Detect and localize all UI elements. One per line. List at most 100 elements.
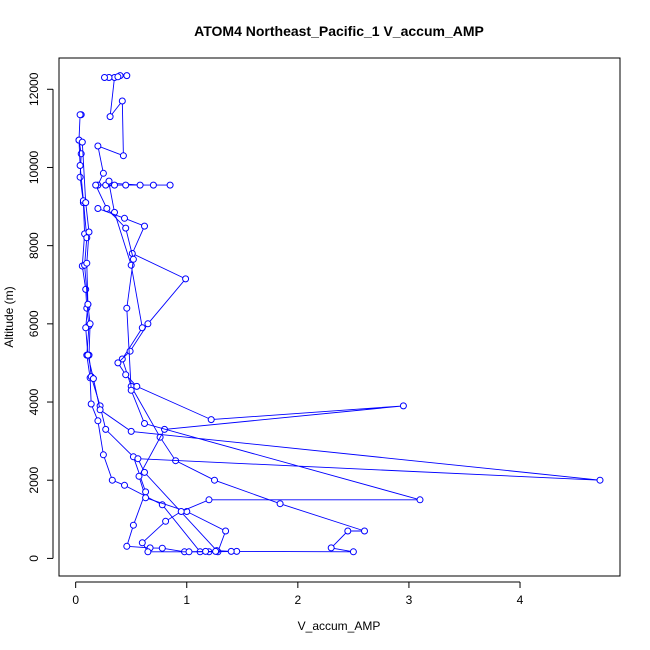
x-tick-label: 1 [183,593,190,607]
data-series [78,138,604,556]
data-point [596,476,604,484]
data-point [76,111,84,119]
data-point [84,351,92,359]
data-point [76,173,84,181]
data-point [126,347,134,355]
data-point [134,455,142,463]
data-point [105,177,113,185]
y-tick-label: 2000 [27,467,41,494]
data-point [101,74,108,81]
y-axis-label: Altitude (m) [2,286,16,347]
data-point [102,425,110,433]
data-point [205,496,213,504]
data-point [141,468,148,476]
data-point [114,359,122,367]
data-point [123,72,131,80]
data-point [211,476,218,484]
data-point [122,371,130,379]
x-axis-label: V_accum_AMP [298,619,381,633]
data-point [202,547,210,555]
chart-title: ATOM4 Northeast_Pacific_1 V_accum_AMP [194,23,484,39]
data-point [212,547,220,555]
data-point [121,214,128,222]
data-point [106,113,114,121]
data-point [127,427,135,435]
data-point [141,222,148,230]
data-point [119,152,127,160]
data-point [122,224,130,232]
data-point [133,382,141,390]
y-tick-label: 4000 [27,388,41,415]
data-point [136,181,144,189]
data-point [327,544,335,552]
data-point [123,304,131,312]
data-point [227,547,235,555]
data-point [108,476,116,484]
data-point [114,73,122,81]
data-point [99,451,107,459]
data-point [129,521,137,529]
data-point [111,181,118,189]
x-tick-label: 0 [72,593,79,607]
data-point [144,320,152,328]
x-axis: 0 1 2 3 4 [72,581,524,607]
y-tick-label: 12000 [27,72,41,106]
data-point [416,496,424,504]
data-point [118,97,126,105]
y-tick-label: 8000 [27,232,41,259]
data-point [103,205,111,212]
x-tick-label: 3 [406,593,413,607]
data-point [94,417,102,425]
y-tick-label: 10000 [27,150,41,184]
data-point [129,255,137,263]
x-tick-label: 4 [517,593,524,607]
data-point [142,494,150,502]
data-point [222,527,230,535]
y-tick-label: 0 [27,555,41,562]
data-point [185,548,193,556]
data-point [85,228,93,236]
series-line [78,75,365,553]
data-point [82,199,90,207]
data-point [86,320,94,328]
x-tick-label: 2 [294,593,301,607]
plot-frame [58,57,621,577]
data-point [182,275,190,283]
data-point [94,142,102,150]
data-point [121,481,128,489]
data-point [94,205,102,212]
data-point [144,548,152,556]
y-axis: 0 2000 4000 6000 8000 10000 12000 [27,72,54,562]
data-point [149,181,157,189]
data-point [361,527,368,535]
data-point [141,420,148,427]
data-point [158,544,166,552]
data-point [87,400,95,408]
data-point [96,406,104,414]
data-point [89,375,97,383]
data-point [78,138,86,146]
series-layer [75,72,604,556]
data-point [84,300,92,308]
data-point [82,324,90,332]
data-point [344,527,352,535]
data-point [135,472,143,480]
data-point [276,500,284,508]
data-point [399,402,407,410]
data-point [177,508,185,515]
data-point [99,169,107,177]
data-point [207,416,215,424]
data-point [123,542,131,550]
data-point [122,181,130,189]
data-point [142,488,150,496]
data-point [162,517,170,525]
data-point [92,181,100,189]
data-point [83,259,91,267]
data-point [166,181,174,189]
data-point [349,548,357,556]
data-point [127,386,135,394]
series-line [81,142,601,553]
y-tick-label: 6000 [27,310,41,337]
